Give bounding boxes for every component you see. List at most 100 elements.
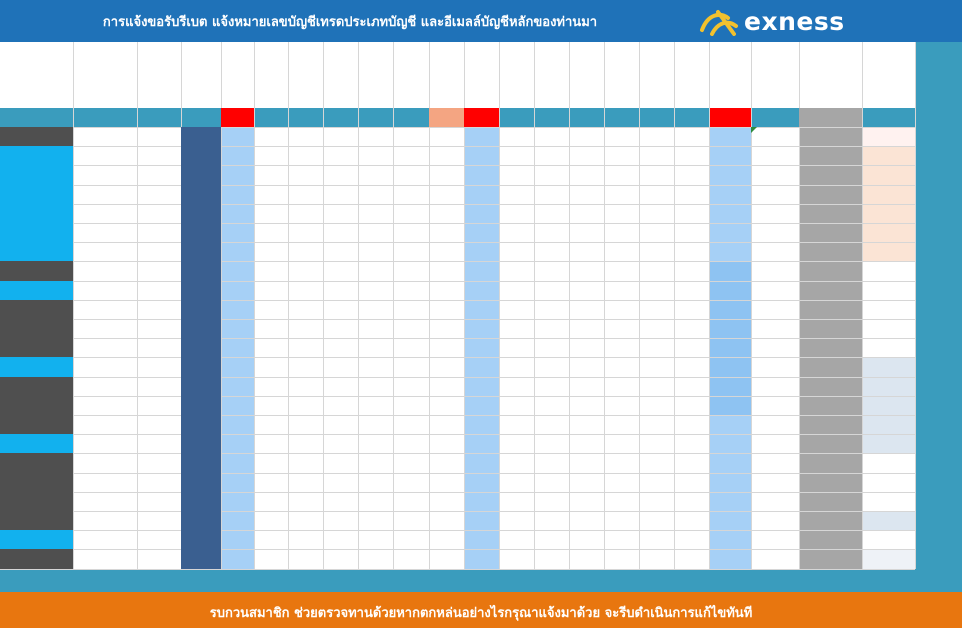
row-daily-lot xyxy=(393,185,429,204)
row-daily-lot xyxy=(429,165,464,184)
row-rebate xyxy=(862,530,915,549)
row-account-number[interactable] xyxy=(73,223,137,242)
row-lot-unit xyxy=(799,434,862,453)
grid-vline xyxy=(288,42,289,569)
row-account-number[interactable] xyxy=(73,549,137,568)
row-currency xyxy=(915,415,962,434)
row-account-number[interactable] xyxy=(73,453,137,472)
row-account-number[interactable] xyxy=(73,300,137,319)
row-account-number[interactable] xyxy=(73,434,137,453)
grid-hline xyxy=(0,376,915,378)
row-currency xyxy=(915,549,962,568)
row-total-lot xyxy=(751,357,799,376)
row-lot-unit xyxy=(799,261,862,280)
row-daily-lot xyxy=(393,281,429,300)
grid-hline xyxy=(0,319,915,320)
row-account-number[interactable] xyxy=(73,357,137,376)
row-daily-lot xyxy=(429,185,464,204)
rebate-first xyxy=(862,127,915,147)
row-daily-lot xyxy=(429,300,464,319)
row-total-lot xyxy=(751,415,799,434)
exness-logo: exness xyxy=(698,6,868,38)
row-daily-lot xyxy=(358,357,393,376)
header-day xyxy=(323,108,358,127)
row-rb xyxy=(137,530,181,549)
row-daily-lot xyxy=(254,223,288,242)
grid-hline xyxy=(0,338,915,340)
row-daily-lot xyxy=(254,377,288,396)
row-account-number[interactable] xyxy=(73,127,137,146)
grid-hline xyxy=(0,261,915,263)
row-daily-lot xyxy=(429,453,464,472)
row-account-number[interactable] xyxy=(73,338,137,357)
grid-hline xyxy=(0,280,915,282)
row-rebate xyxy=(862,127,915,146)
row-daily-lot xyxy=(323,300,358,319)
row-account-number[interactable] xyxy=(73,377,137,396)
row-account-type xyxy=(0,280,73,300)
row-account-number[interactable] xyxy=(73,165,137,184)
row-daily-lot xyxy=(254,146,288,165)
row-daily-lot xyxy=(254,453,288,472)
row-rb xyxy=(137,453,181,472)
row-daily-lot xyxy=(429,242,464,261)
row-daily-lot xyxy=(254,492,288,511)
rebate-blue xyxy=(862,395,915,435)
row-daily-lot xyxy=(393,473,429,492)
row-daily-lot xyxy=(429,396,464,415)
row-currency xyxy=(915,338,962,357)
row-account-number[interactable] xyxy=(73,185,137,204)
row-lot-unit xyxy=(799,473,862,492)
row-daily-lot xyxy=(288,185,323,204)
row-lot-unit xyxy=(799,453,862,472)
row-daily-lot xyxy=(358,281,393,300)
grid-hline xyxy=(0,415,915,416)
row-currency xyxy=(915,165,962,184)
row-daily-lot xyxy=(323,396,358,415)
row-daily-lot xyxy=(429,377,464,396)
row-daily-lot xyxy=(323,319,358,338)
day-header-red-gap xyxy=(709,108,751,127)
row-account-number[interactable] xyxy=(73,492,137,511)
light-blue-column xyxy=(221,127,254,569)
row-carry xyxy=(181,184,221,204)
row-account-number[interactable] xyxy=(73,319,137,338)
row-currency xyxy=(915,434,962,453)
grid-hline xyxy=(0,165,915,167)
row-carry xyxy=(181,472,221,492)
row-daily-lot xyxy=(254,396,288,415)
row-total-lot xyxy=(751,300,799,319)
row-account-number[interactable] xyxy=(73,242,137,261)
row-daily-lot xyxy=(323,261,358,280)
row-currency xyxy=(915,453,962,472)
row-daily-lot xyxy=(288,492,323,511)
row-daily-lot xyxy=(358,204,393,223)
row-total-lot xyxy=(751,185,799,204)
row-account-number[interactable] xyxy=(73,261,137,280)
row-account-number[interactable] xyxy=(73,146,137,165)
grid-hline xyxy=(0,549,915,551)
row-daily-lot xyxy=(288,223,323,242)
row-daily-lot xyxy=(288,530,323,549)
row-account-number[interactable] xyxy=(73,473,137,492)
row-daily-lot xyxy=(288,453,323,472)
grid-vline xyxy=(358,42,359,569)
row-account-number[interactable] xyxy=(73,415,137,434)
grid-hline xyxy=(0,472,915,474)
row-daily-lot xyxy=(288,300,323,319)
row-rebate xyxy=(862,185,915,204)
row-rebate xyxy=(862,377,915,396)
row-account-number[interactable] xyxy=(73,204,137,223)
row-account-number[interactable] xyxy=(73,396,137,415)
row-account-type xyxy=(0,549,73,569)
row-account-number[interactable] xyxy=(73,511,137,530)
row-account-number[interactable] xyxy=(73,281,137,300)
row-rb xyxy=(137,204,181,223)
row-daily-lot xyxy=(429,530,464,549)
row-currency xyxy=(915,319,962,338)
row-account-number[interactable] xyxy=(73,530,137,549)
row-daily-lot xyxy=(393,434,429,453)
grid-hline xyxy=(0,530,915,532)
row-total-lot xyxy=(751,377,799,396)
header-sum-lot-2 xyxy=(751,108,799,127)
